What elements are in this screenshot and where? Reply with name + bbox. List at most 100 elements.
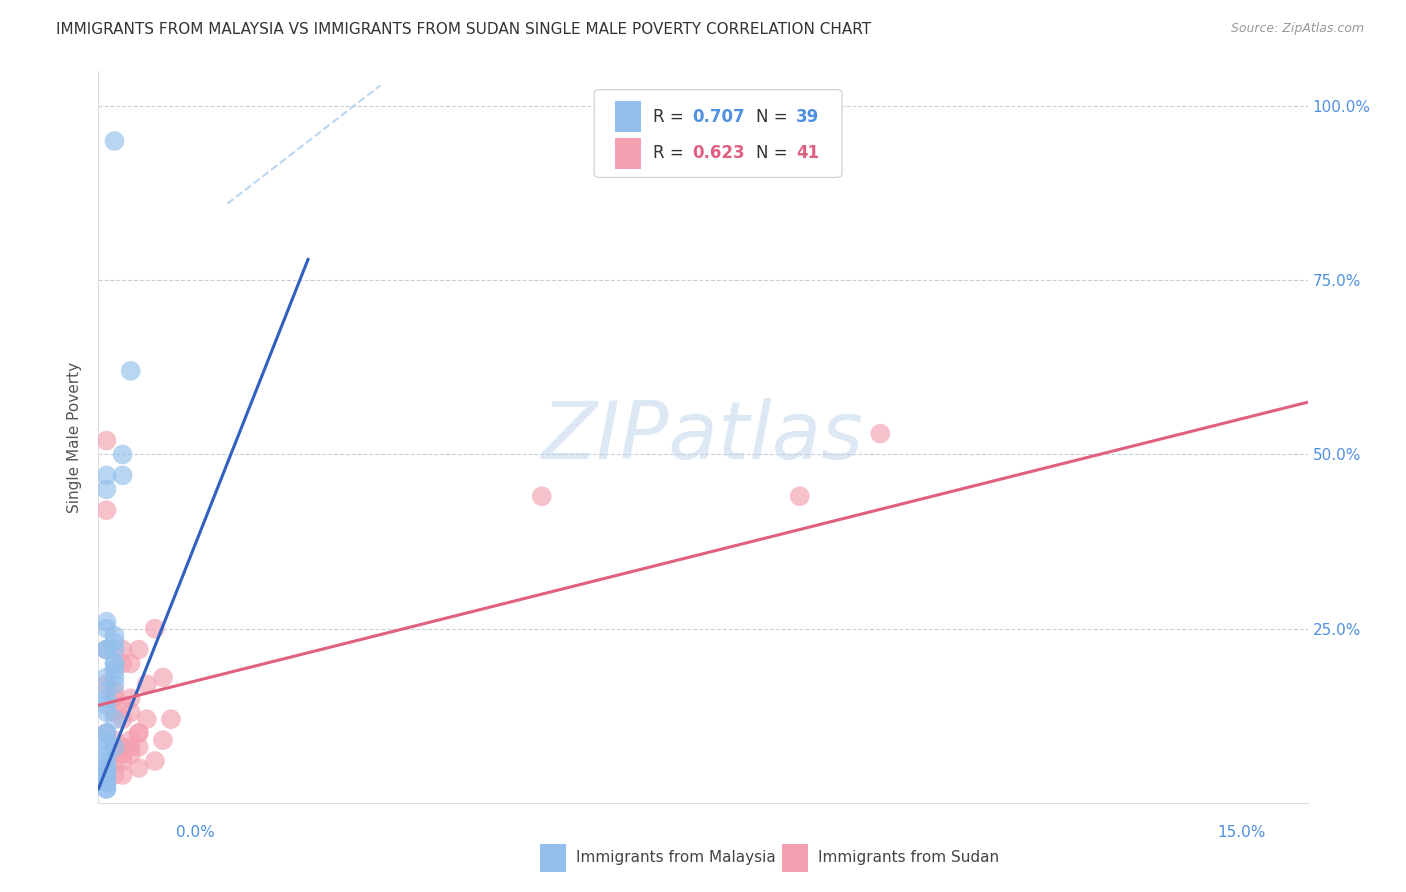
- Bar: [614, 138, 641, 169]
- Text: Immigrants from Malaysia: Immigrants from Malaysia: [576, 850, 776, 865]
- Point: [96, 434, 118, 448]
- Point: [96, 642, 118, 657]
- Point: [135, 712, 157, 726]
- Text: Source: ZipAtlas.com: Source: ZipAtlas.com: [1230, 22, 1364, 36]
- Point: [111, 468, 134, 483]
- Point: [96, 768, 118, 782]
- Point: [96, 642, 118, 657]
- Bar: [614, 102, 641, 132]
- Point: [96, 726, 118, 740]
- Point: [111, 657, 134, 671]
- Point: [103, 670, 125, 684]
- Point: [160, 712, 183, 726]
- Text: ZIPatlas: ZIPatlas: [541, 398, 865, 476]
- Point: [128, 761, 150, 775]
- Point: [111, 698, 134, 713]
- Point: [96, 775, 118, 789]
- Point: [103, 642, 125, 657]
- Point: [111, 754, 134, 768]
- Point: [128, 642, 150, 657]
- Point: [103, 740, 125, 755]
- Point: [120, 691, 142, 706]
- Point: [111, 448, 134, 462]
- Text: IMMIGRANTS FROM MALAYSIA VS IMMIGRANTS FROM SUDAN SINGLE MALE POVERTY CORRELATIO: IMMIGRANTS FROM MALAYSIA VS IMMIGRANTS F…: [56, 22, 872, 37]
- Point: [120, 705, 142, 719]
- Text: Immigrants from Sudan: Immigrants from Sudan: [818, 850, 1000, 865]
- Point: [96, 698, 118, 713]
- Point: [128, 726, 150, 740]
- Point: [96, 740, 118, 755]
- Point: [96, 726, 118, 740]
- Point: [103, 733, 125, 747]
- Point: [96, 781, 118, 796]
- Point: [103, 629, 125, 643]
- Text: 39: 39: [796, 108, 820, 126]
- Text: N =: N =: [756, 145, 793, 162]
- Point: [789, 489, 811, 503]
- Point: [96, 483, 118, 497]
- Point: [96, 733, 118, 747]
- Point: [96, 684, 118, 698]
- Point: [152, 733, 174, 747]
- Point: [135, 677, 157, 691]
- Point: [869, 426, 891, 441]
- Point: [152, 670, 174, 684]
- Text: 41: 41: [796, 145, 820, 162]
- Point: [96, 677, 118, 691]
- Point: [96, 705, 118, 719]
- Point: [103, 684, 125, 698]
- Point: [103, 712, 125, 726]
- Point: [96, 622, 118, 636]
- Point: [111, 768, 134, 782]
- Y-axis label: Single Male Poverty: Single Male Poverty: [67, 361, 83, 513]
- Point: [143, 754, 166, 768]
- Point: [530, 489, 553, 503]
- Point: [96, 726, 118, 740]
- Point: [128, 740, 150, 755]
- Point: [96, 761, 118, 775]
- Point: [96, 775, 118, 789]
- Point: [103, 691, 125, 706]
- Point: [96, 747, 118, 761]
- Point: [120, 740, 142, 755]
- Point: [103, 705, 125, 719]
- Text: R =: R =: [654, 108, 689, 126]
- Point: [96, 642, 118, 657]
- Bar: [782, 844, 808, 871]
- Text: 0.707: 0.707: [692, 108, 745, 126]
- Point: [103, 677, 125, 691]
- Text: N =: N =: [756, 108, 793, 126]
- Bar: [540, 844, 567, 871]
- Text: 0.0%: 0.0%: [176, 825, 215, 840]
- Point: [103, 657, 125, 671]
- Point: [103, 134, 125, 148]
- Point: [96, 768, 118, 782]
- Point: [103, 740, 125, 755]
- Point: [96, 691, 118, 706]
- Point: [120, 364, 142, 378]
- Text: 0.623: 0.623: [692, 145, 745, 162]
- Point: [120, 657, 142, 671]
- Point: [120, 747, 142, 761]
- Text: 15.0%: 15.0%: [1218, 825, 1265, 840]
- Point: [103, 754, 125, 768]
- Point: [111, 642, 134, 657]
- Point: [111, 712, 134, 726]
- Point: [120, 733, 142, 747]
- Point: [96, 670, 118, 684]
- Text: R =: R =: [654, 145, 689, 162]
- Point: [111, 747, 134, 761]
- Point: [103, 657, 125, 671]
- Point: [96, 781, 118, 796]
- Point: [96, 761, 118, 775]
- Point: [103, 635, 125, 649]
- Point: [143, 622, 166, 636]
- Point: [96, 503, 118, 517]
- Point: [96, 615, 118, 629]
- Point: [103, 664, 125, 678]
- Point: [96, 754, 118, 768]
- FancyBboxPatch shape: [595, 90, 842, 178]
- Point: [103, 768, 125, 782]
- Point: [111, 740, 134, 755]
- Point: [128, 726, 150, 740]
